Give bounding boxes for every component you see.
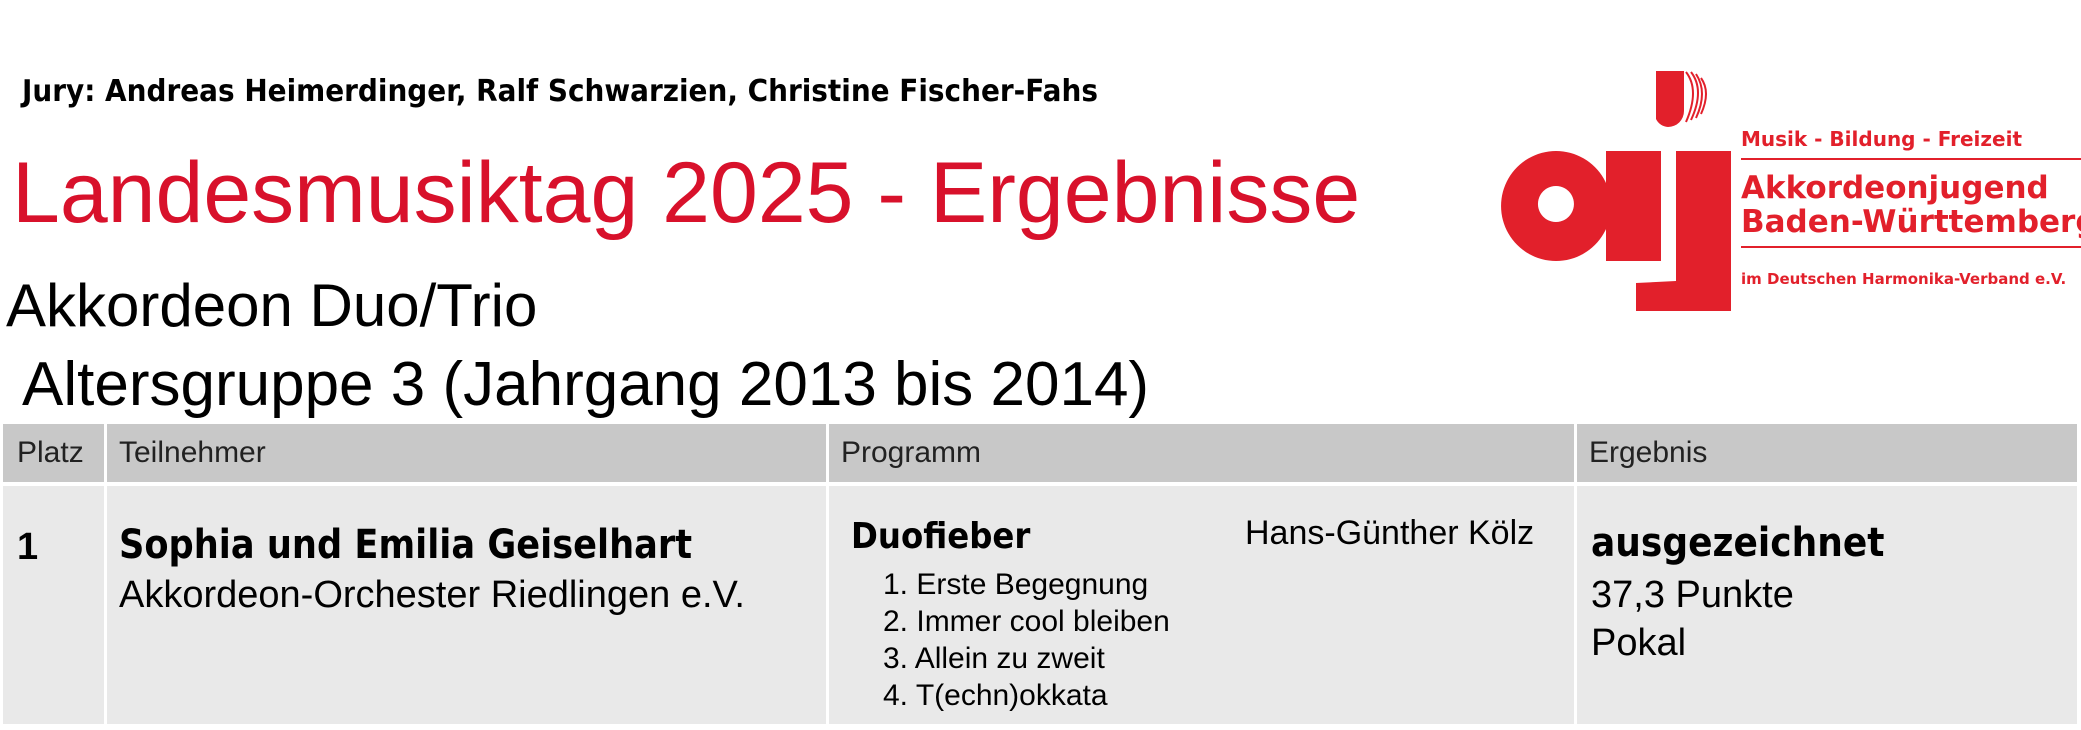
age-group-heading: Altersgruppe 3 (Jahrgang 2013 bis 2014) (22, 350, 1150, 419)
header-label: Programm (841, 436, 982, 469)
svg-text:Baden-Württemberg: Baden-Württemberg (1741, 204, 2081, 240)
program-title: Duofieber (851, 516, 1031, 557)
piece: 1. Erste Begegnung (883, 568, 1149, 601)
award: Pokal (1591, 622, 1687, 664)
svg-text:im Deutschen Harmonika-Verband: im Deutschen Harmonika-Verband e.V. (1741, 270, 2066, 288)
participant-club: Akkordeon-Orchester Riedlingen e.V. (119, 574, 745, 616)
piece: 3. Allein zu zweit (883, 642, 1105, 675)
logo-tagline: Musik - Bildung - Freizeit (1741, 127, 2022, 151)
page-title: Landesmusiktag 2025 - Ergebnisse (12, 145, 1361, 241)
piece-list: 1. Erste Begegnung 2. Immer cool bleiben… (883, 566, 1170, 714)
header-platz: Platz (3, 424, 104, 482)
composer: Hans-Günther Kölz (1245, 514, 1535, 552)
jury-line: Jury: Andreas Heimerdinger, Ralf Schwarz… (22, 74, 1098, 109)
aj-logo: Musik - Bildung - Freizeit Akkordeonjuge… (1501, 71, 2081, 311)
rating: ausgezeichnet (1591, 520, 1885, 566)
header-teilnehmer: Teilnehmer (107, 424, 826, 482)
header-label: Ergebnis (1589, 436, 1708, 469)
cell-program: Duofieber Hans-Günther Kölz 1. Erste Beg… (829, 486, 1574, 724)
points: 37,3 Punkte (1591, 574, 1794, 616)
category-heading: Akkordeon Duo/Trio (6, 272, 538, 339)
piece: 4. T(echn)okkata (883, 679, 1108, 712)
piece: 2. Immer cool bleiben (883, 605, 1170, 638)
header-label: Platz (17, 436, 84, 469)
header-programm: Programm (829, 424, 1574, 482)
cell-result: ausgezeichnet 37,3 Punkte Pokal (1577, 486, 2077, 724)
cell-place: 1 (3, 486, 104, 724)
header-ergebnis: Ergebnis (1577, 424, 2077, 482)
cell-participant: Sophia und Emilia Geiselhart Akkordeon-O… (107, 486, 826, 724)
header-label: Teilnehmer (119, 436, 266, 469)
svg-text:Akkordeonjugend: Akkordeonjugend (1741, 170, 2049, 206)
place: 1 (17, 526, 39, 568)
participant-name: Sophia und Emilia Geiselhart (119, 522, 693, 568)
